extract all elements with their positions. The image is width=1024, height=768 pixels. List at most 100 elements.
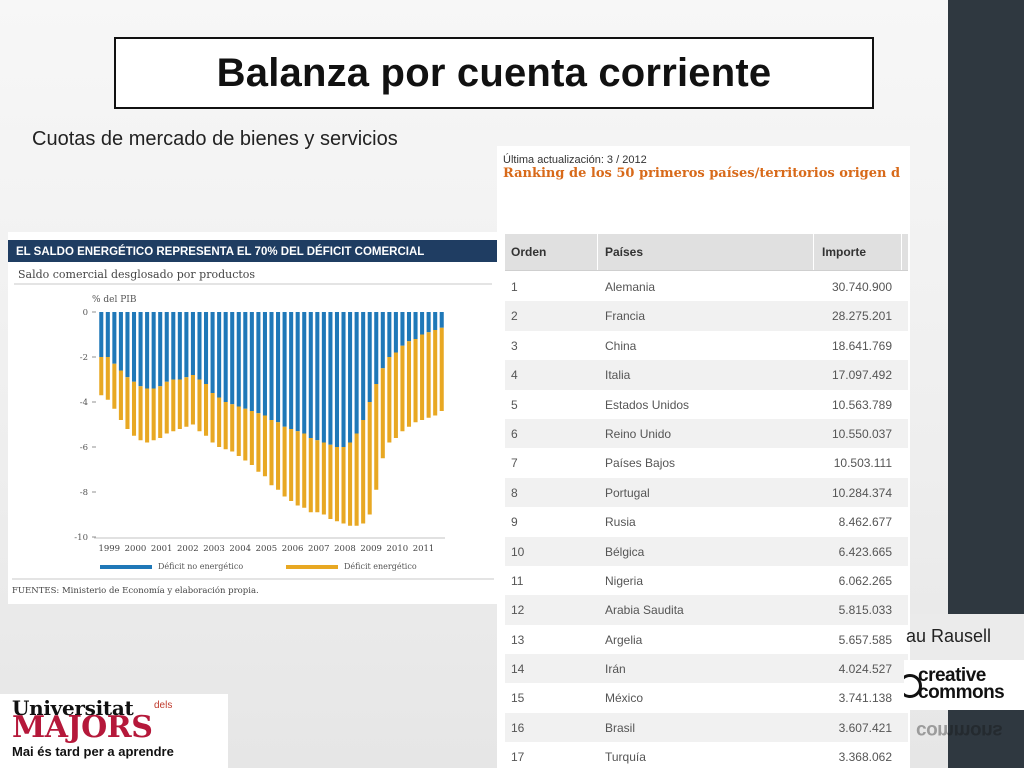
- chart-source-note: FUENTES: Ministerio de Economía y elabor…: [12, 585, 259, 596]
- x-tick-label: 2000: [125, 544, 147, 554]
- column-header-amount[interactable]: Importe: [822, 245, 867, 259]
- bar-energy: [308, 438, 313, 513]
- bar-energy: [118, 370, 123, 420]
- chart-y-axis: 0 -2 -4 -6 -8 -10: [74, 308, 88, 543]
- x-tick-label: 2003: [203, 544, 225, 554]
- chart-title: EL SALDO ENERGÉTICO REPRESENTA EL 70% DE…: [16, 245, 424, 258]
- cell-order: 16: [511, 720, 525, 735]
- slide-subtitle: Cuotas de mercado de bienes y servicios: [32, 128, 398, 150]
- table-row[interactable]: 12 Arabia Saudita 5.815.033: [505, 595, 908, 625]
- column-header-country[interactable]: Países: [605, 245, 644, 259]
- bar-non-energy: [138, 312, 143, 387]
- university-logo: Universitat dels MAJORS Mai és tard per …: [0, 694, 228, 768]
- cell-order: 15: [511, 691, 525, 706]
- bar-non-energy: [289, 312, 294, 429]
- table-row[interactable]: 3 China 18.641.769: [505, 331, 908, 360]
- cell-order: 2: [511, 309, 518, 324]
- bar-non-energy: [125, 312, 130, 378]
- cell-country: Irán: [605, 662, 626, 677]
- cell-order: 6: [511, 426, 518, 441]
- cell-country: Francia: [605, 309, 646, 324]
- legend-label-energy: Déficit energético: [344, 562, 417, 571]
- bar-non-energy: [341, 312, 346, 447]
- column-header-order[interactable]: Orden: [511, 245, 547, 259]
- bar-energy: [151, 388, 156, 441]
- table-row[interactable]: 15 México 3.741.138: [505, 683, 908, 712]
- cell-amount: 30.740.900: [831, 280, 892, 294]
- table-row[interactable]: 5 Estados Unidos 10.563.789: [505, 390, 908, 419]
- table-row[interactable]: 7 Países Bajos 10.503.111: [505, 448, 908, 477]
- bar-energy: [256, 413, 261, 472]
- bar-energy: [158, 386, 163, 438]
- university-name-line1: Universitat: [12, 696, 134, 720]
- bar-energy: [334, 447, 340, 522]
- bar-non-energy: [112, 312, 117, 364]
- cell-country: Turquía: [605, 750, 646, 765]
- table-row[interactable]: 1 Alemania 30.740.900: [505, 272, 908, 301]
- table-row[interactable]: 2 Francia 28.275.201: [505, 301, 908, 331]
- table-row[interactable]: 14 Irán 4.024.527: [505, 654, 908, 684]
- cell-amount: 3.368.062: [838, 750, 892, 765]
- bar-non-energy: [308, 312, 313, 438]
- bar-energy: [210, 393, 215, 443]
- cell-order: 4: [511, 368, 518, 383]
- bar-energy: [354, 433, 359, 526]
- table-row[interactable]: 13 Argelia 5.657.585: [505, 625, 908, 654]
- cc-logo-text: creative commons: [918, 666, 1005, 702]
- bar-non-energy: [171, 312, 176, 380]
- cell-amount: 10.503.111: [833, 456, 892, 471]
- table-row[interactable]: 9 Rusia 8.462.677: [505, 507, 908, 536]
- bar-energy: [348, 442, 353, 526]
- bar-energy: [138, 386, 143, 441]
- cell-amount: 5.815.033: [838, 603, 892, 618]
- x-tick-label: 2010: [387, 544, 409, 554]
- bar-non-energy: [249, 312, 254, 411]
- chart-header-band: [8, 240, 498, 262]
- table-row[interactable]: 8 Portugal 10.284.374: [505, 477, 908, 508]
- creative-commons-logo: creative commons: [904, 660, 1024, 710]
- y-tick-label: -8: [80, 488, 88, 498]
- y-tick-label: -2: [80, 353, 88, 363]
- bar-energy: [374, 384, 379, 490]
- cell-country: Rusia: [605, 515, 636, 530]
- bar-non-energy: [203, 312, 209, 384]
- bar-energy: [413, 339, 418, 423]
- bar-energy: [177, 379, 182, 429]
- table-row[interactable]: 6 Reino Unido 10.550.037: [505, 418, 908, 449]
- cell-country: Portugal: [605, 485, 650, 500]
- university-name-line2: MAJORS: [12, 710, 153, 745]
- y-tick-label: -10: [74, 533, 88, 543]
- x-tick-label: 2007: [308, 544, 330, 554]
- cell-amount: 6.423.665: [838, 544, 892, 559]
- legend-swatch-non-energy: [100, 565, 152, 569]
- cell-order: 8: [511, 485, 518, 500]
- trade-balance-chart: EL SALDO ENERGÉTICO REPRESENTA EL 70% DE…: [8, 232, 498, 604]
- bar-non-energy: [439, 312, 444, 328]
- x-tick-label: 2008: [334, 544, 356, 554]
- x-tick-label: 2009: [360, 544, 382, 554]
- cell-amount: 5.657.585: [838, 632, 892, 647]
- chart-ylabel: % del PIB: [92, 295, 137, 305]
- slide-title: Balanza por cuenta corriente: [216, 50, 772, 95]
- bar-non-energy: [99, 312, 104, 357]
- table-row[interactable]: 4 Italia 17.097.492: [505, 360, 908, 390]
- chart-grid: [92, 311, 96, 538]
- bar-non-energy: [262, 312, 267, 416]
- bar-energy: [400, 345, 405, 432]
- bar-energy: [203, 384, 209, 436]
- cell-order: 1: [511, 280, 518, 294]
- ranking-table-panel: Última actualización: 3 / 2012 Ranking d…: [497, 146, 910, 768]
- bar-energy: [197, 379, 202, 432]
- table-row[interactable]: 17 Turquía 3.368.062: [505, 742, 908, 768]
- cell-amount: 17.097.492: [831, 368, 892, 383]
- cell-amount: 4.024.527: [838, 662, 892, 677]
- bar-non-energy: [197, 312, 202, 380]
- table-row[interactable]: 11 Nigeria 6.062.265: [505, 566, 908, 595]
- table-row[interactable]: 10 Bélgica 6.423.665: [505, 536, 908, 566]
- table-row[interactable]: 16 Brasil 3.607.421: [505, 712, 908, 743]
- cc-reflection-text: commons: [916, 722, 1003, 741]
- legend-label-non-energy: Déficit no energético: [158, 562, 243, 571]
- table-body: 1 Alemania 30.740.900 2 Francia 28.275.201 3 Ch…: [505, 272, 908, 768]
- bar-energy: [380, 368, 385, 459]
- university-name-dels: dels: [154, 700, 173, 711]
